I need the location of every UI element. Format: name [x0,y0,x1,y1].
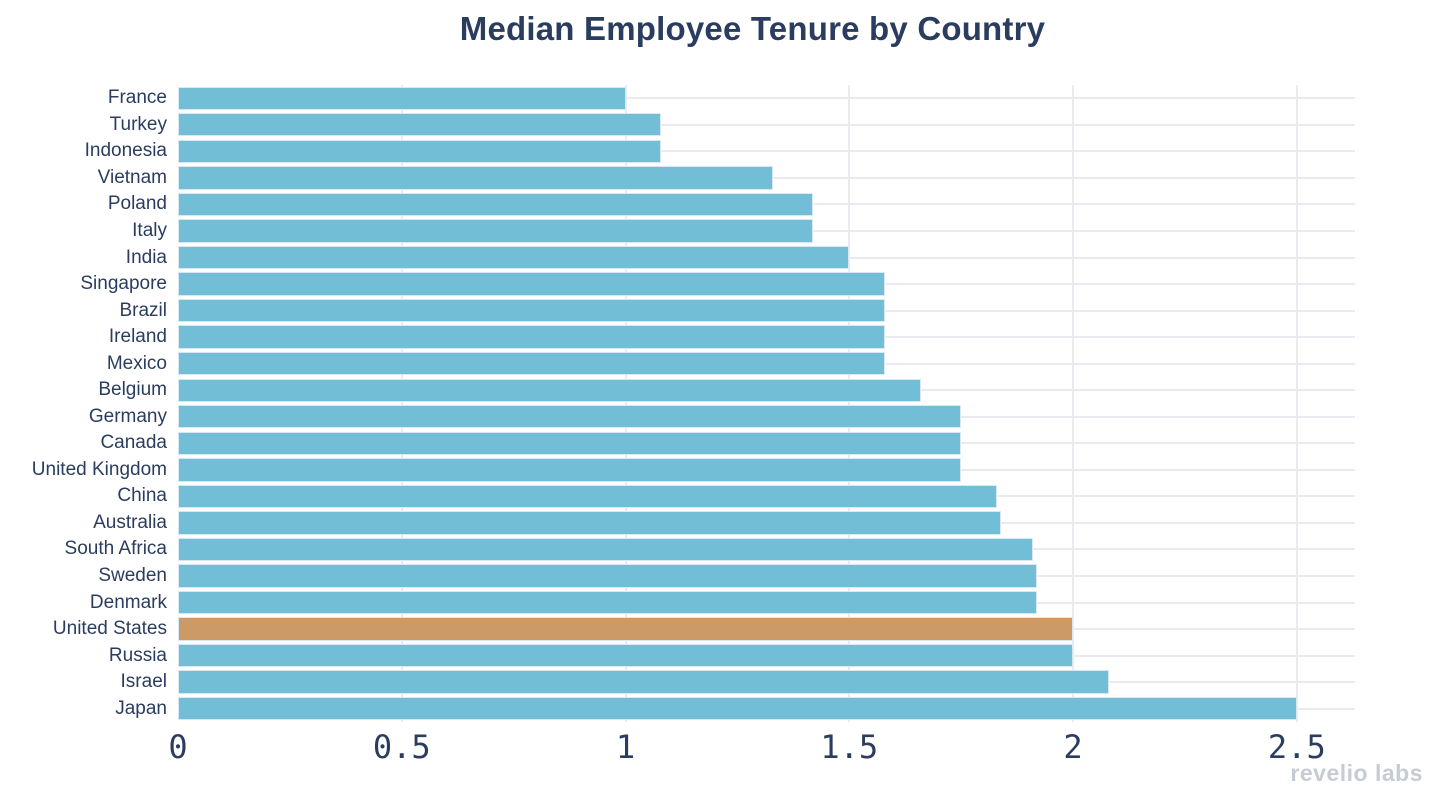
category-label: Russia [108,644,167,666]
bar [178,564,1038,588]
bar-row: United Kingdom [32,457,1355,484]
category-label: Turkey [109,113,167,135]
bar-row: United States [53,616,1355,643]
category-label: South Africa [64,538,167,560]
bar-row: Australia [93,510,1355,537]
x-tick-label: 0 [168,728,188,766]
bar-row: China [117,483,1355,510]
bar [178,458,962,482]
gridline-horizontal [178,123,1355,126]
bar-row: Canada [100,430,1355,457]
bar-row: India [126,244,1355,271]
x-tick-label: 1 [615,728,636,766]
bar [178,113,662,137]
x-tick-label: 1.5 [820,728,879,766]
bar-row: France [108,85,1355,112]
gridline-horizontal [178,97,1355,100]
bar-row: Ireland [109,324,1355,351]
bar-row: Sweden [98,563,1355,590]
gridline-vertical [1295,85,1298,722]
category-label: United States [52,618,167,640]
gridline-vertical [624,85,627,722]
category-label: Israel [120,671,167,693]
bar-row: South Africa [65,536,1355,563]
plot-area: 0 0.5 1 1.5 2 2.5 France Turkey Indonesia Vietnam… [32,85,1355,766]
x-tick-label: 2 [1063,728,1083,766]
bar [178,670,1109,694]
bar-row: Brazil [119,297,1355,324]
bar-row: Vietnam [98,165,1355,192]
category-label: Poland [107,193,167,215]
bar [178,537,1033,562]
category-label: Belgium [98,379,167,401]
bar-highlighted [178,617,1074,641]
bar [178,484,997,509]
category-label: Japan [115,697,167,719]
bar-row: Belgium [98,377,1355,404]
gridline-vertical [848,85,851,722]
bar [178,86,626,110]
bar-row: Russia [109,642,1355,669]
category-label: Ireland [108,326,167,348]
bar-row: Indonesia [85,138,1355,165]
gridline-vertical [1072,85,1075,722]
bar-row: Singapore [80,271,1355,298]
bar [178,405,962,429]
bar [178,192,814,217]
bar-row: Mexico [107,350,1355,377]
bar [178,245,850,270]
bar-row: Israel [121,669,1355,696]
category-label: Denmark [89,591,167,613]
category-label: Italy [132,219,167,241]
category-label: Sweden [98,565,167,587]
category-label: Brazil [119,299,167,321]
bar [178,590,1038,615]
bar-row: Denmark [90,589,1355,616]
revelio-labs-logo: revelio labs [1290,760,1423,786]
bar-row: Japan [115,695,1355,722]
x-tick-label: 0.5 [372,728,431,766]
bar-row: Italy [132,218,1355,245]
chart-title: Median Employee Tenure by Country [459,10,1046,47]
category-label: Mexico [106,352,167,374]
bar-row: Turkey [110,112,1355,139]
category-label: Vietnam [97,166,167,188]
bar [178,643,1074,668]
x-tick-label: 2.5 [1267,728,1326,766]
category-label: Singapore [80,273,167,295]
category-label: Indonesia [84,140,167,162]
bar [178,697,1297,721]
bar [178,325,886,349]
category-label: France [107,87,167,109]
category-label: China [117,485,167,507]
bar [178,351,886,376]
category-label: Australia [93,511,167,533]
bar [178,139,662,163]
category-label: Canada [100,432,167,454]
gridline-horizontal [178,150,1355,153]
bar [178,272,886,296]
bar [178,166,774,190]
category-label: India [125,246,167,268]
category-label: United Kingdom [31,458,167,480]
bar [178,298,886,323]
bar [178,511,1002,535]
bar [178,431,962,455]
bar-row: Germany [89,404,1355,431]
gridline-vertical [400,85,403,722]
category-label: Germany [88,405,167,427]
bar [178,378,921,402]
bar-row: Poland [108,191,1355,218]
bar [178,219,814,243]
